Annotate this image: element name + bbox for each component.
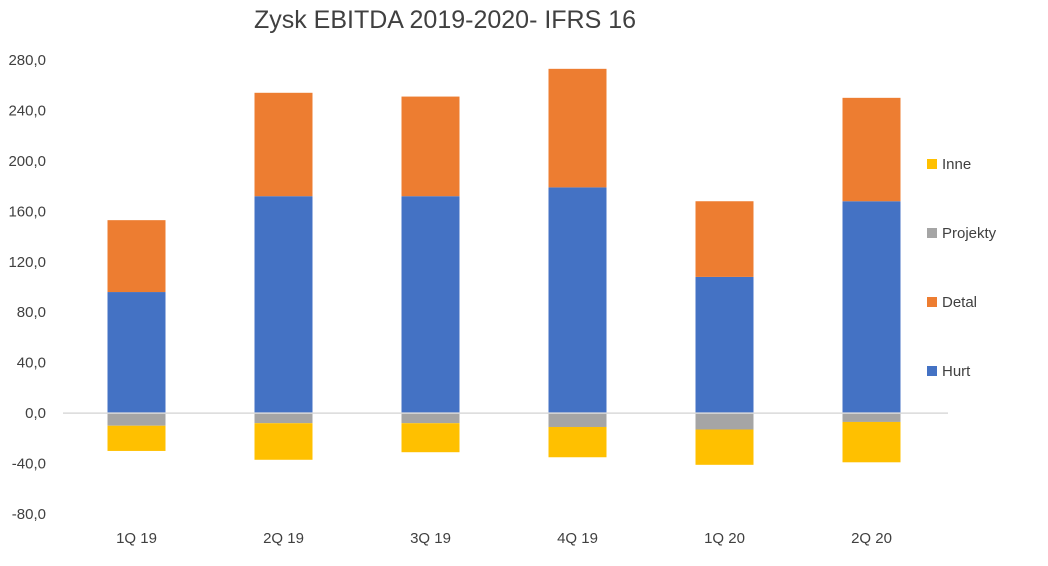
bar-inne-3q19 (401, 423, 460, 453)
bar-hurt-2q20 (842, 201, 901, 414)
legend-swatch-hurt (927, 366, 937, 376)
bar-projekty-4q19 (548, 413, 607, 427)
bar-detal-2q19 (254, 92, 313, 197)
bar-detal-1q19 (107, 220, 166, 293)
y-tick-label: -80,0 (12, 506, 46, 523)
legend-label-projekty: Projekty (942, 225, 997, 242)
x-tick-label: 4Q 19 (557, 530, 598, 547)
y-tick-label: 0,0 (25, 405, 46, 422)
bar-projekty-1q19 (107, 413, 166, 426)
bar-projekty-2q19 (254, 413, 313, 424)
bar-inne-2q19 (254, 423, 313, 460)
x-tick-label: 2Q 19 (263, 530, 304, 547)
bar-inne-2q20 (842, 421, 901, 463)
y-tick-label: -40,0 (12, 456, 46, 473)
y-tick-label: 200,0 (8, 153, 46, 170)
legend-label-hurt: Hurt (942, 363, 971, 380)
bar-hurt-3q19 (401, 196, 460, 414)
y-tick-label: 240,0 (8, 102, 46, 119)
bar-detal-3q19 (401, 96, 460, 197)
x-tick-label: 3Q 19 (410, 530, 451, 547)
y-tick-label: 120,0 (8, 254, 46, 271)
x-tick-label: 1Q 19 (116, 530, 157, 547)
bar-hurt-4q19 (548, 187, 607, 414)
legend-swatch-projekty (927, 228, 937, 238)
y-tick-label: 160,0 (8, 203, 46, 220)
y-tick-label: 80,0 (17, 304, 46, 321)
bar-hurt-2q19 (254, 196, 313, 414)
legend-swatch-inne (927, 159, 937, 169)
legend-label-detal: Detal (942, 294, 977, 311)
chart-title: Zysk EBITDA 2019-2020- IFRS 16 (253, 6, 637, 34)
bar-inne-4q19 (548, 426, 607, 458)
bar-hurt-1q19 (107, 292, 166, 414)
bar-projekty-1q20 (695, 413, 754, 430)
bar-detal-2q20 (842, 97, 901, 202)
y-tick-label: 280,0 (8, 52, 46, 69)
x-tick-label: 2Q 20 (851, 530, 892, 547)
bar-detal-4q19 (548, 68, 607, 188)
bar-projekty-3q19 (401, 413, 460, 424)
legend-label-inne: Inne (942, 156, 971, 173)
bar-hurt-1q20 (695, 276, 754, 414)
y-tick-label: 40,0 (17, 355, 46, 372)
bar-detal-1q20 (695, 201, 754, 277)
bar-inne-1q20 (695, 429, 754, 465)
bar-inne-1q19 (107, 425, 166, 451)
legend-swatch-detal (927, 297, 937, 307)
x-tick-label: 1Q 20 (704, 530, 745, 547)
bar-projekty-2q20 (842, 413, 901, 422)
